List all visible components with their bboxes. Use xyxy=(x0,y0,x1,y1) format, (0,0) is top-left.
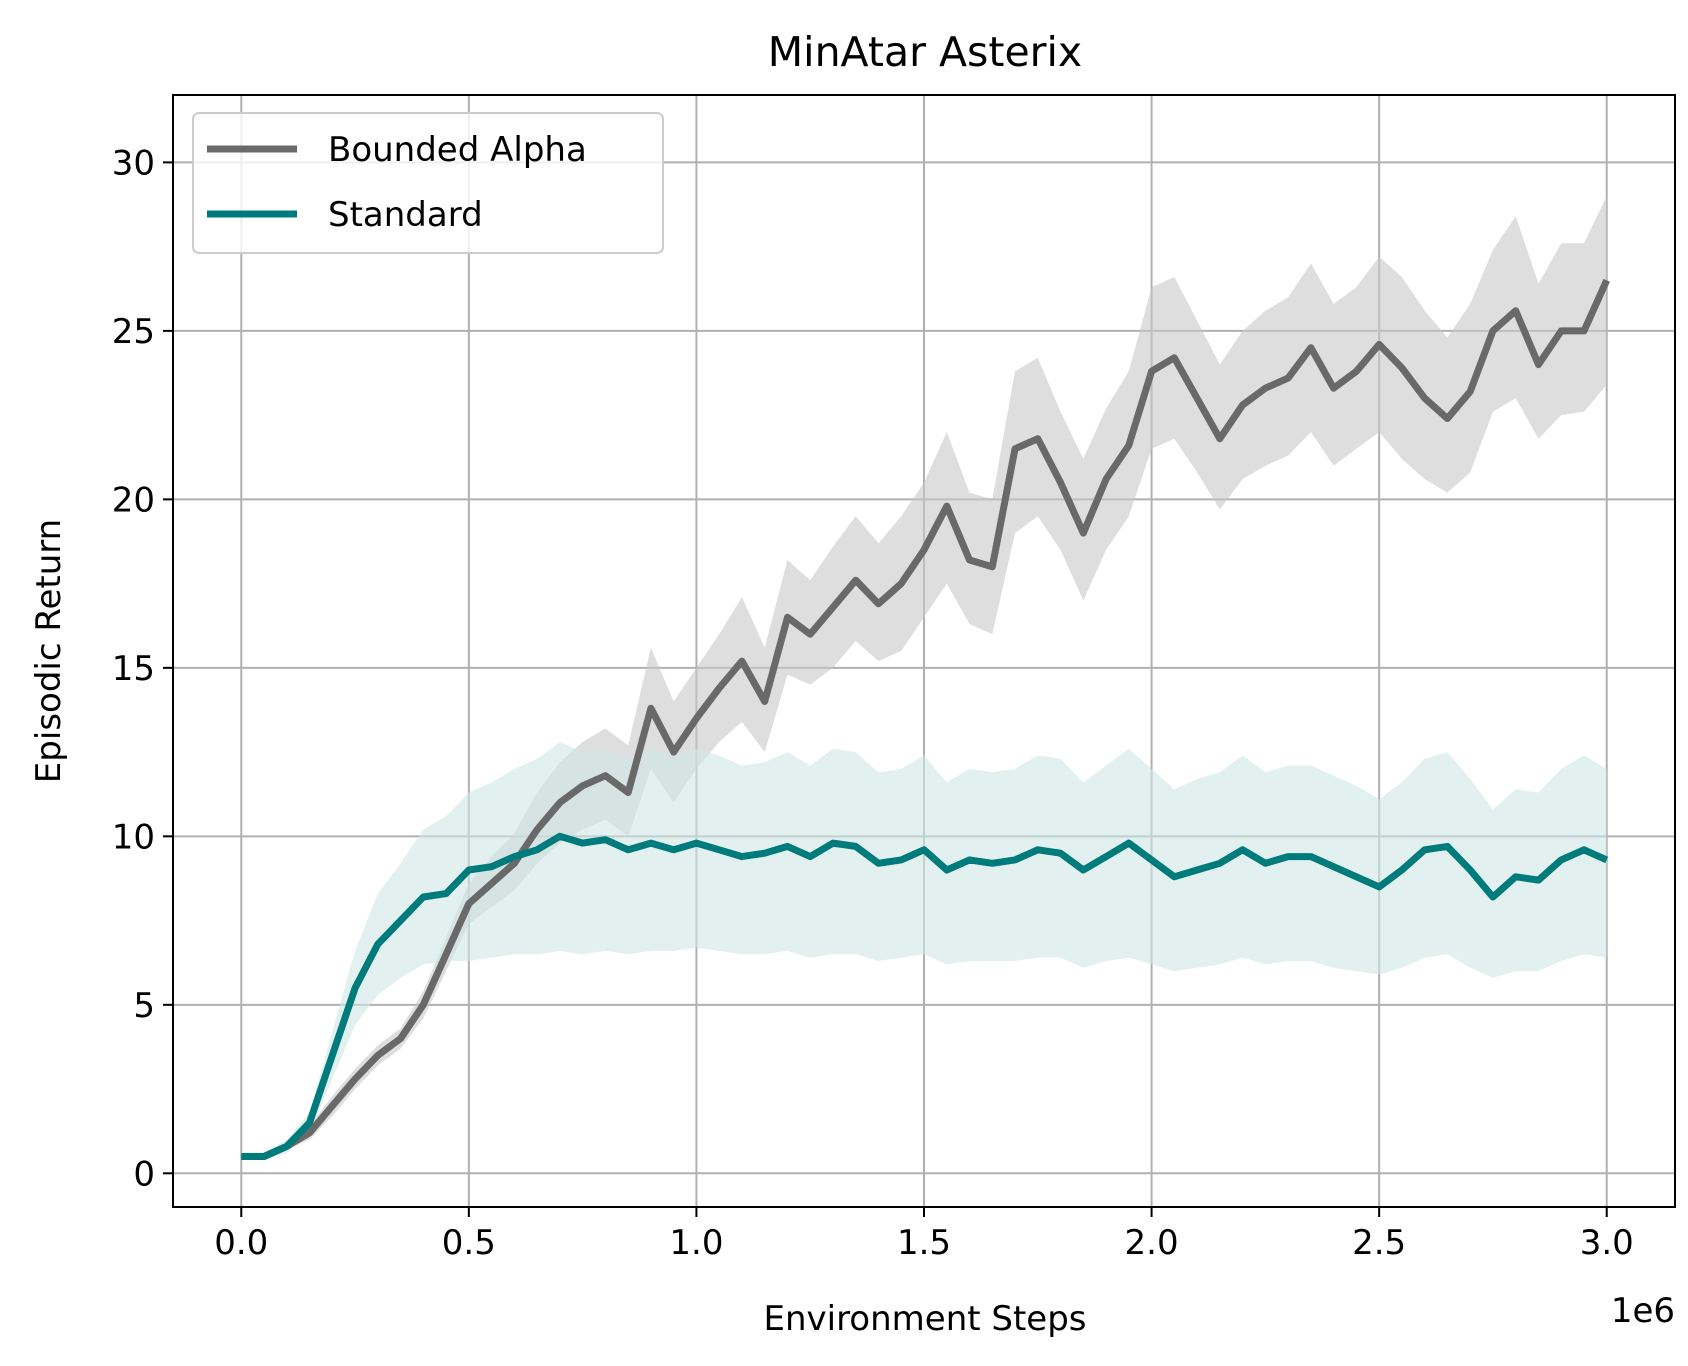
chart-title: MinAtar Asterix xyxy=(768,28,1082,76)
axis-ticks: 0.0 0.5 1.0 1.5 2.0 2.5 3.0 0 5 10 15 20 25 30 xyxy=(112,143,1634,1263)
legend-label-standard: Standard xyxy=(328,195,483,235)
x-axis-label: Environment Steps xyxy=(763,1299,1086,1339)
legend-label-bounded-alpha: Bounded Alpha xyxy=(328,130,587,170)
y-tick-label: 25 xyxy=(112,312,155,352)
y-tick-label: 15 xyxy=(112,649,155,689)
y-tick-label: 30 xyxy=(112,143,155,183)
x-tick-label: 2.0 xyxy=(1125,1223,1179,1263)
legend-box xyxy=(192,112,664,254)
line-bounded-alpha xyxy=(241,278,1610,1160)
series-lines xyxy=(241,278,1610,1160)
x-tick-label: 2.5 xyxy=(1352,1223,1406,1263)
y-axis-label: Episodic Return xyxy=(29,519,69,783)
x-tick-label: 1.5 xyxy=(897,1223,951,1263)
x-axis-offset-label: 1e6 xyxy=(1611,1291,1675,1331)
y-tick-label: 20 xyxy=(112,480,155,520)
x-tick-label: 0.0 xyxy=(214,1223,268,1263)
y-tick-label: 5 xyxy=(133,986,155,1026)
x-tick-label: 3.0 xyxy=(1580,1223,1634,1263)
band-bounded-alpha xyxy=(241,196,1607,1160)
x-tick-label: 0.5 xyxy=(442,1223,496,1263)
x-tick-label: 1.0 xyxy=(669,1223,723,1263)
line-standard xyxy=(241,832,1609,1160)
legend: Bounded Alpha Standard xyxy=(192,112,664,254)
y-tick-label: 0 xyxy=(133,1154,155,1194)
y-tick-label: 10 xyxy=(112,817,155,857)
